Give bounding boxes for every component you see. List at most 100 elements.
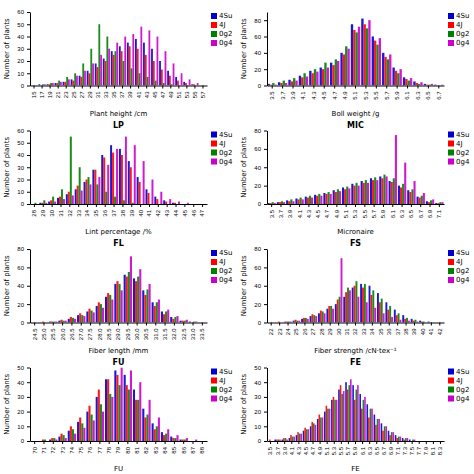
bar (44, 84, 46, 85)
y-axis-title: Number of plants (3, 136, 11, 197)
bar (372, 180, 374, 204)
tick-mark (389, 323, 390, 326)
tick-label: 20 (254, 183, 261, 189)
bar (361, 181, 363, 204)
y-tick: 10 (17, 424, 30, 430)
bar (288, 80, 290, 86)
y-tick: 20 (254, 409, 267, 415)
bar (96, 306, 98, 323)
tick-label: 44 (173, 209, 179, 216)
tick-label: 31 (95, 91, 101, 98)
tick-label: 3.9 (287, 209, 293, 218)
tick-mark (186, 86, 187, 89)
bar (178, 202, 180, 204)
tick-label: 37 (395, 328, 401, 335)
tick-label: 29.5 (125, 328, 131, 340)
bar (121, 155, 123, 204)
tick-mark (264, 69, 267, 70)
bar (165, 434, 167, 441)
bar (378, 419, 380, 441)
x-tick: 39 (127, 86, 133, 99)
legend: 4Su4J0g20g4 (448, 12, 470, 47)
bar (36, 204, 38, 205)
bar (194, 204, 196, 205)
tick-mark (27, 192, 30, 193)
bar (400, 320, 402, 323)
bar (372, 290, 374, 322)
tick-mark (264, 186, 267, 187)
tick-label: 31 (58, 209, 64, 216)
legend-item: 0g4 (448, 39, 470, 47)
bar (320, 196, 322, 204)
tick-mark (34, 441, 35, 444)
legend-label: 4Su (219, 12, 232, 20)
tick-mark (27, 180, 30, 181)
bar (320, 311, 322, 323)
bar (402, 184, 404, 204)
bar-series (48, 46, 195, 85)
tick-mark (431, 323, 432, 326)
tick-label: 26.5 (69, 328, 75, 340)
bar (58, 81, 60, 86)
bar (356, 32, 358, 85)
tick-mark (109, 323, 110, 326)
tick-mark (428, 86, 429, 89)
tick-label: 26 (302, 328, 308, 335)
bar (417, 197, 419, 204)
bar (149, 400, 151, 441)
tick-label: 73 (60, 446, 66, 453)
y-tick: 50 (254, 365, 267, 371)
x-tick: 28 (31, 204, 37, 217)
bar (59, 197, 61, 204)
bar (95, 63, 97, 85)
bar (66, 77, 68, 86)
legend-item: 0g4 (448, 395, 470, 403)
bar (154, 197, 156, 204)
bar (327, 409, 329, 441)
bar (274, 203, 276, 204)
tick-label: 60 (254, 265, 261, 271)
chart-root: 1517192123252729313335373941434547495153… (0, 0, 474, 474)
x-tick: 7.9 (423, 441, 429, 455)
bar (337, 189, 339, 204)
legend-label: 0g4 (456, 39, 470, 47)
bar-series (278, 286, 423, 323)
bar (126, 385, 128, 441)
bar (172, 438, 174, 441)
bar (313, 423, 315, 441)
y-tick: 0 (258, 83, 267, 89)
tick-mark (155, 441, 156, 444)
bar (165, 202, 167, 204)
tick-label: 43 (164, 209, 170, 216)
x-tick: 37 (395, 323, 401, 336)
x-tick: 28.0 (97, 323, 103, 341)
bar (184, 440, 186, 441)
x-tick: 32 (352, 323, 358, 336)
legend-label: 0g2 (219, 267, 232, 275)
bar (68, 431, 70, 441)
tick-mark (380, 323, 381, 326)
tick-mark (27, 167, 30, 168)
y-axis: 020406080 (254, 246, 267, 325)
tick-mark (296, 323, 297, 326)
bar (400, 437, 402, 441)
bar (346, 187, 348, 204)
tick-label: 4.7 (310, 446, 316, 455)
bar (79, 167, 81, 204)
bar (442, 441, 444, 442)
x-tick: 81 (134, 441, 140, 454)
bar (198, 441, 200, 442)
tick-label: 0 (258, 201, 262, 207)
bar (310, 426, 312, 441)
tick-label: 6.5 (425, 91, 431, 100)
x-tick: 35 (93, 204, 99, 217)
bar-series (270, 178, 440, 204)
tick-label: 57 (200, 91, 206, 98)
bar (102, 412, 104, 441)
bar (140, 27, 142, 86)
bar (161, 311, 163, 322)
tick-label: 20 (17, 58, 24, 64)
tick-label: 33.5 (199, 328, 205, 340)
chart-title: LP (113, 121, 124, 130)
x-tick: 36 (102, 204, 108, 217)
